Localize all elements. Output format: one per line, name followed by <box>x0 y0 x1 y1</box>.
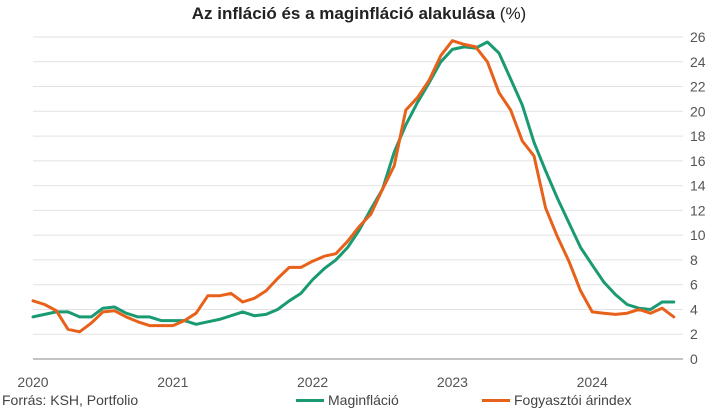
y-tick-label: 8 <box>690 252 698 268</box>
legend-swatch-fogyasztoi-arindex <box>482 398 510 402</box>
legend-label-maginflacio: Maginfláció <box>328 392 399 408</box>
x-tick-label: 2021 <box>157 374 188 390</box>
y-tick-label: 18 <box>690 128 706 144</box>
x-tick-label: 2022 <box>297 374 328 390</box>
y-tick-label: 22 <box>690 79 706 95</box>
series-line-maginflacio <box>31 40 676 326</box>
y-tick-label: 6 <box>690 277 698 293</box>
y-tick-label: 14 <box>690 178 706 194</box>
legend-label-fogyasztoi-arindex: Fogyasztói árindex <box>514 392 632 408</box>
x-tick-label: 2020 <box>17 374 48 390</box>
x-tick-label: 2024 <box>577 374 608 390</box>
chart-title: Az infláció és a maginfláció alakulása (… <box>0 4 718 24</box>
chart-footer: Forrás: KSH, Portfolio Maginfláció Fogya… <box>0 392 718 412</box>
y-tick-label: 10 <box>690 227 706 243</box>
x-tick-label: 2023 <box>437 374 468 390</box>
y-tick-label: 16 <box>690 153 706 169</box>
series-line-fogyasztoi-arindex <box>31 39 676 334</box>
legend-swatch-maginflacio <box>296 398 324 402</box>
y-tick-label: 24 <box>690 54 706 70</box>
x-axis-ticks: 2020 2021 2022 2023 2024 <box>17 374 608 390</box>
grid-lines <box>33 36 683 360</box>
legend-item-maginflacio: Maginfláció <box>296 392 399 408</box>
y-tick-label: 26 <box>690 29 706 45</box>
y-tick-label: 20 <box>690 103 706 119</box>
y-tick-label: 12 <box>690 202 706 218</box>
chart-title-unit: (%) <box>499 4 527 23</box>
y-tick-label: 4 <box>690 301 698 317</box>
y-tick-label: 0 <box>690 351 698 367</box>
series-lines <box>31 39 676 334</box>
source-note: Forrás: KSH, Portfolio <box>2 392 139 408</box>
chart-title-text: Az infláció és a maginfláció alakulása <box>191 4 496 23</box>
y-tick-label: 2 <box>690 326 698 342</box>
legend-item-fogyasztoi-arindex: Fogyasztói árindex <box>482 392 632 408</box>
